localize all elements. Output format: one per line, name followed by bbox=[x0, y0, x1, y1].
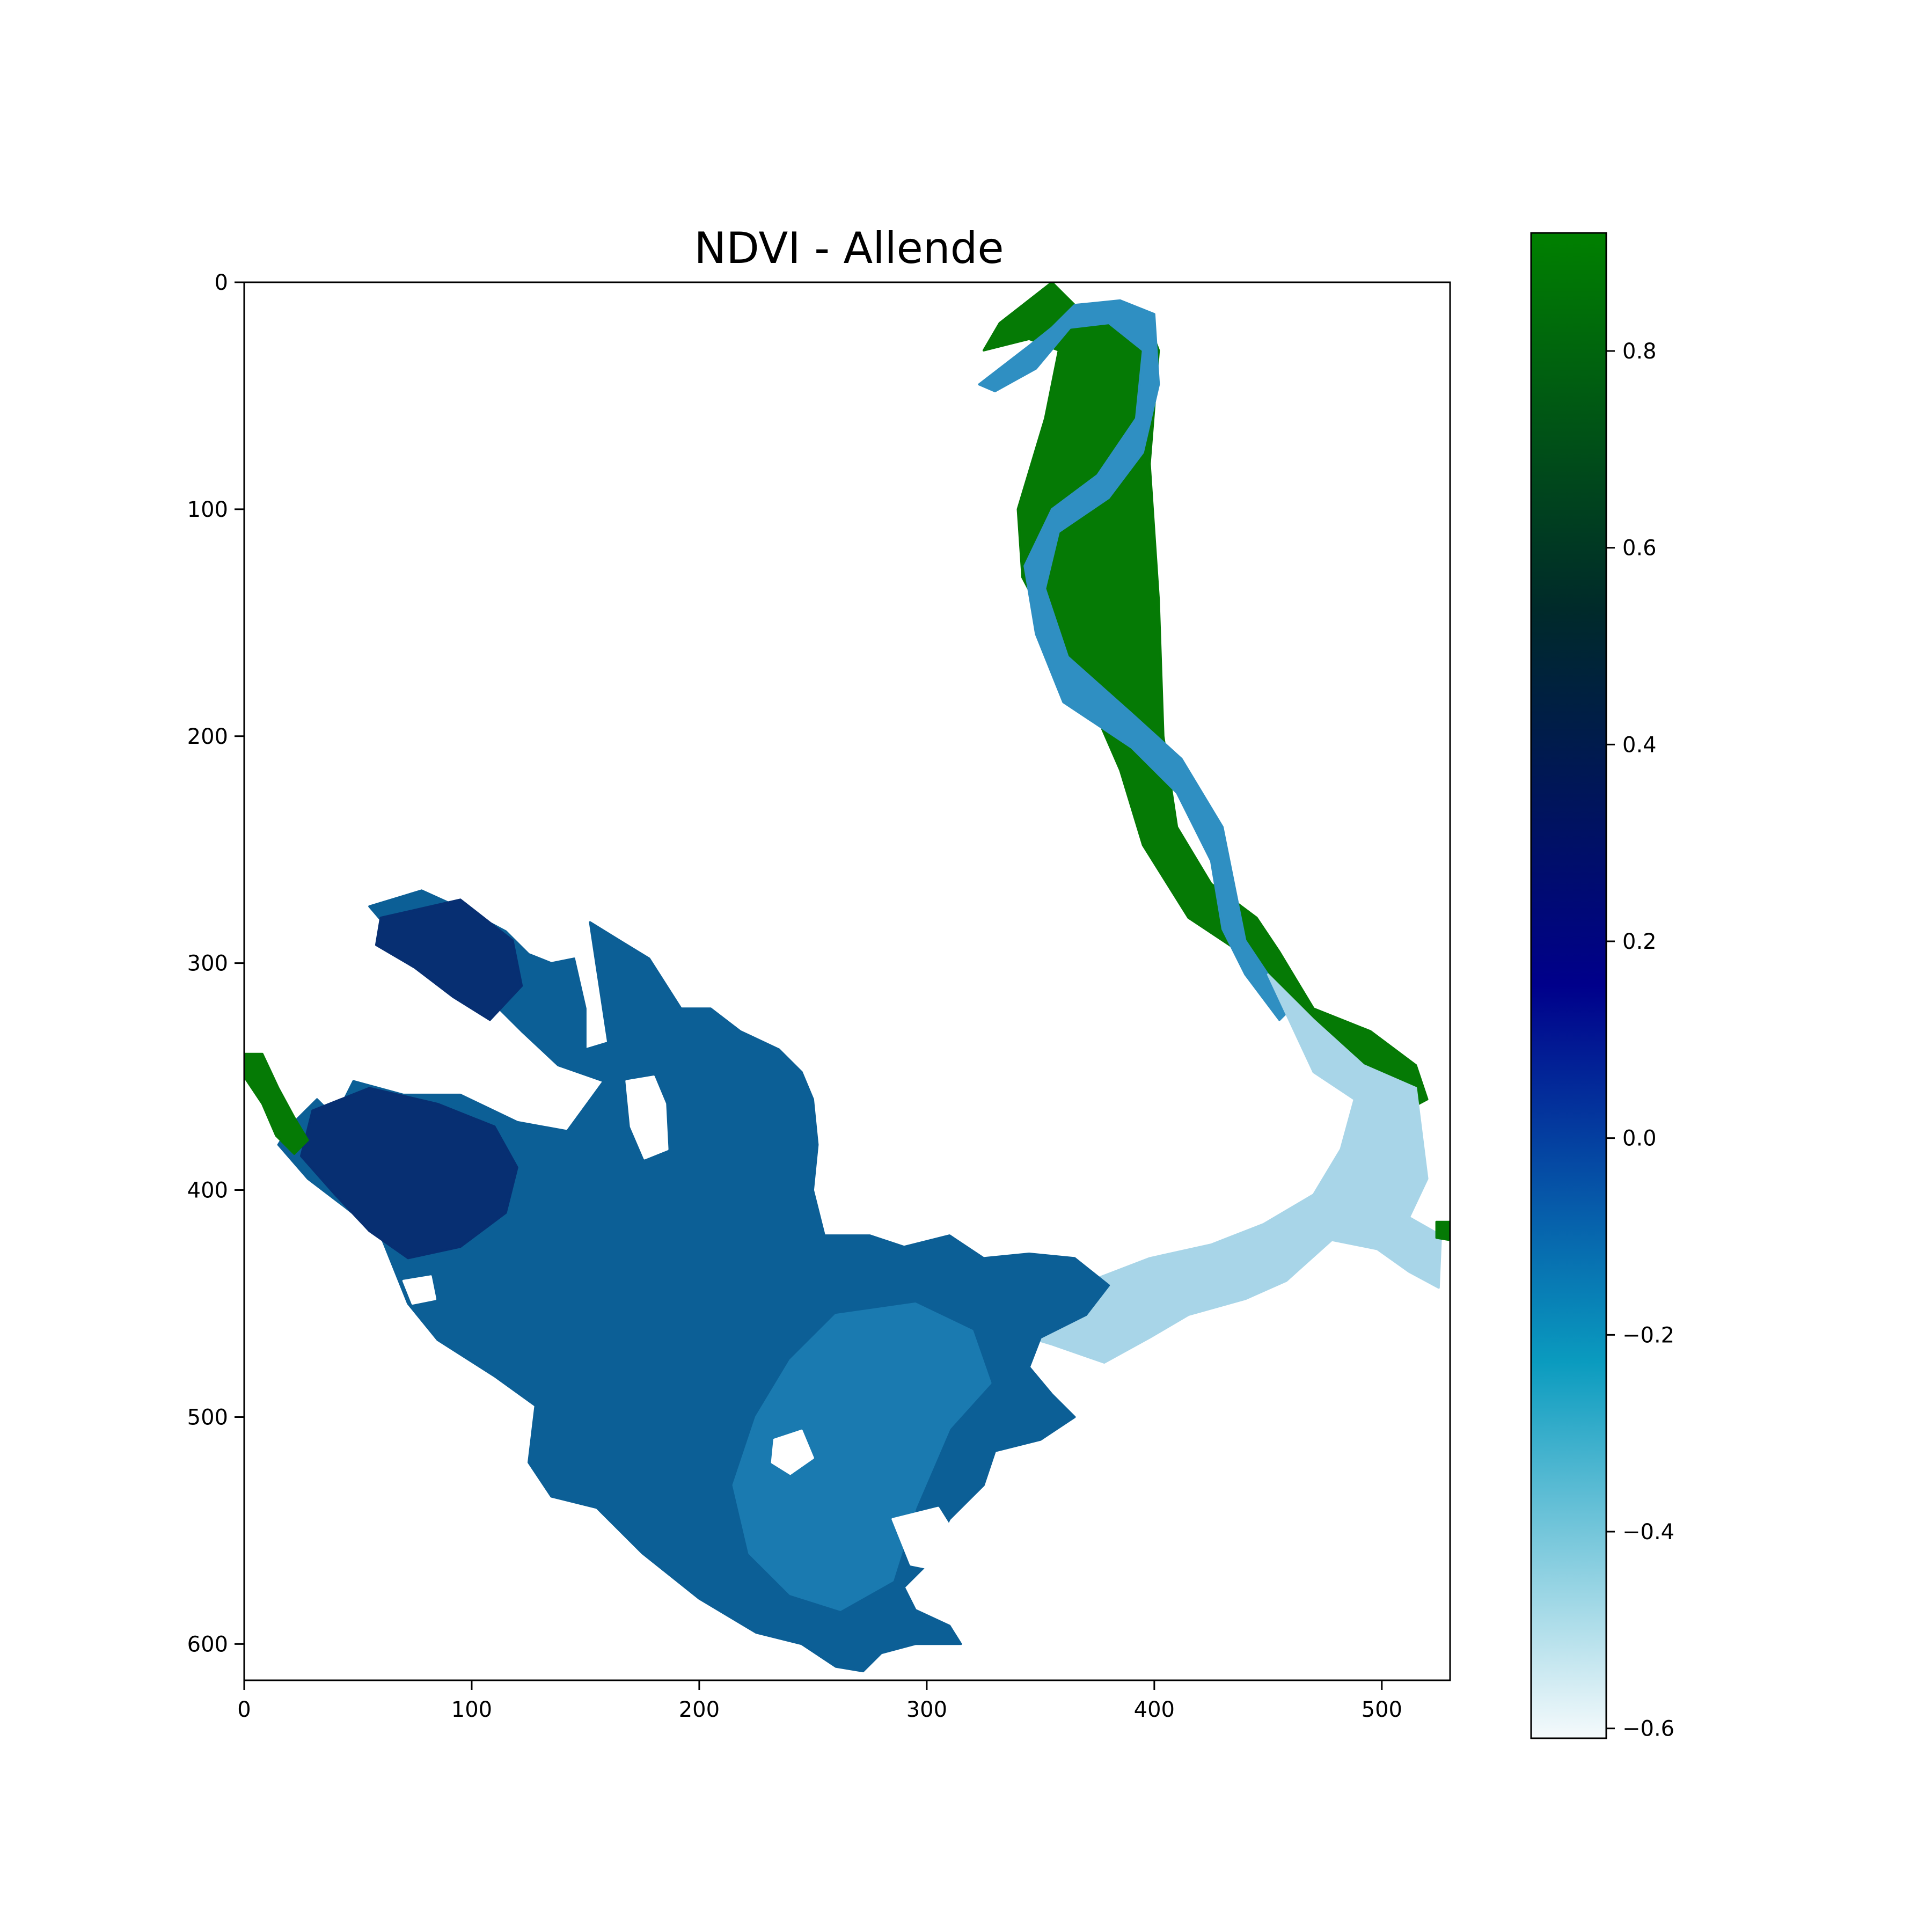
x-tick-label: 100 bbox=[451, 1697, 492, 1722]
colorbar-tick-label: 0.0 bbox=[1622, 1126, 1657, 1151]
region-reservoir-south-cove bbox=[891, 1506, 962, 1572]
chart-title: NDVI - Allende bbox=[694, 223, 1004, 273]
y-axis: 0 100 200 300 400 500 600 bbox=[187, 270, 244, 1657]
y-tick-label: 300 bbox=[187, 952, 228, 976]
x-tick-label: 0 bbox=[237, 1697, 251, 1722]
y-tick-label: 100 bbox=[187, 497, 228, 522]
colorbar: 0.8 0.6 0.4 0.2 0.0 −0.2 −0.4 −0.6 bbox=[1530, 232, 1674, 1741]
y-tick-label: 400 bbox=[187, 1179, 228, 1203]
colorbar-tick-label: −0.4 bbox=[1622, 1520, 1674, 1545]
region-reservoir-island-3 bbox=[402, 1275, 437, 1305]
plot-frame bbox=[243, 281, 1451, 1681]
colorbar-tick-label: −0.6 bbox=[1622, 1717, 1674, 1741]
region-west-shore-vegetation bbox=[244, 1052, 309, 1155]
region-reservoir-deep-inlets bbox=[375, 898, 523, 1021]
x-axis: 0 100 200 300 400 500 bbox=[237, 1680, 1402, 1722]
x-tick-label: 200 bbox=[679, 1697, 720, 1722]
colorbar-tick-label: −0.2 bbox=[1622, 1323, 1674, 1348]
x-tick-label: 500 bbox=[1362, 1697, 1402, 1722]
colorbar-tick-label: 0.8 bbox=[1622, 339, 1657, 364]
colorbar-tick-label: 0.2 bbox=[1622, 930, 1657, 954]
x-tick-label: 400 bbox=[1134, 1697, 1175, 1722]
region-river-channel bbox=[978, 299, 1297, 1021]
region-reservoir-island-2 bbox=[771, 1429, 814, 1475]
region-reservoir-shallows bbox=[732, 1302, 992, 1611]
region-east-tip-vegetation bbox=[1435, 1220, 1450, 1241]
region-riparian-vegetation bbox=[982, 282, 1429, 1119]
colorbar-ticks: 0.8 0.6 0.4 0.2 0.0 −0.2 −0.4 −0.6 bbox=[1606, 339, 1674, 1741]
region-reservoir-northwest-arm bbox=[300, 1087, 518, 1260]
y-tick-label: 600 bbox=[187, 1632, 228, 1657]
y-tick-label: 0 bbox=[215, 270, 228, 295]
y-tick-label: 500 bbox=[187, 1405, 228, 1430]
region-reservoir-arm bbox=[971, 973, 1442, 1364]
region-reservoir-island-1 bbox=[625, 1075, 669, 1160]
y-tick-label: 200 bbox=[187, 724, 228, 749]
colorbar-gradient bbox=[1530, 232, 1607, 1739]
x-tick-label: 300 bbox=[906, 1697, 947, 1722]
colorbar-tick-label: 0.6 bbox=[1622, 536, 1657, 561]
plot-area bbox=[244, 282, 1450, 1673]
colorbar-tick-label: 0.4 bbox=[1622, 733, 1657, 757]
